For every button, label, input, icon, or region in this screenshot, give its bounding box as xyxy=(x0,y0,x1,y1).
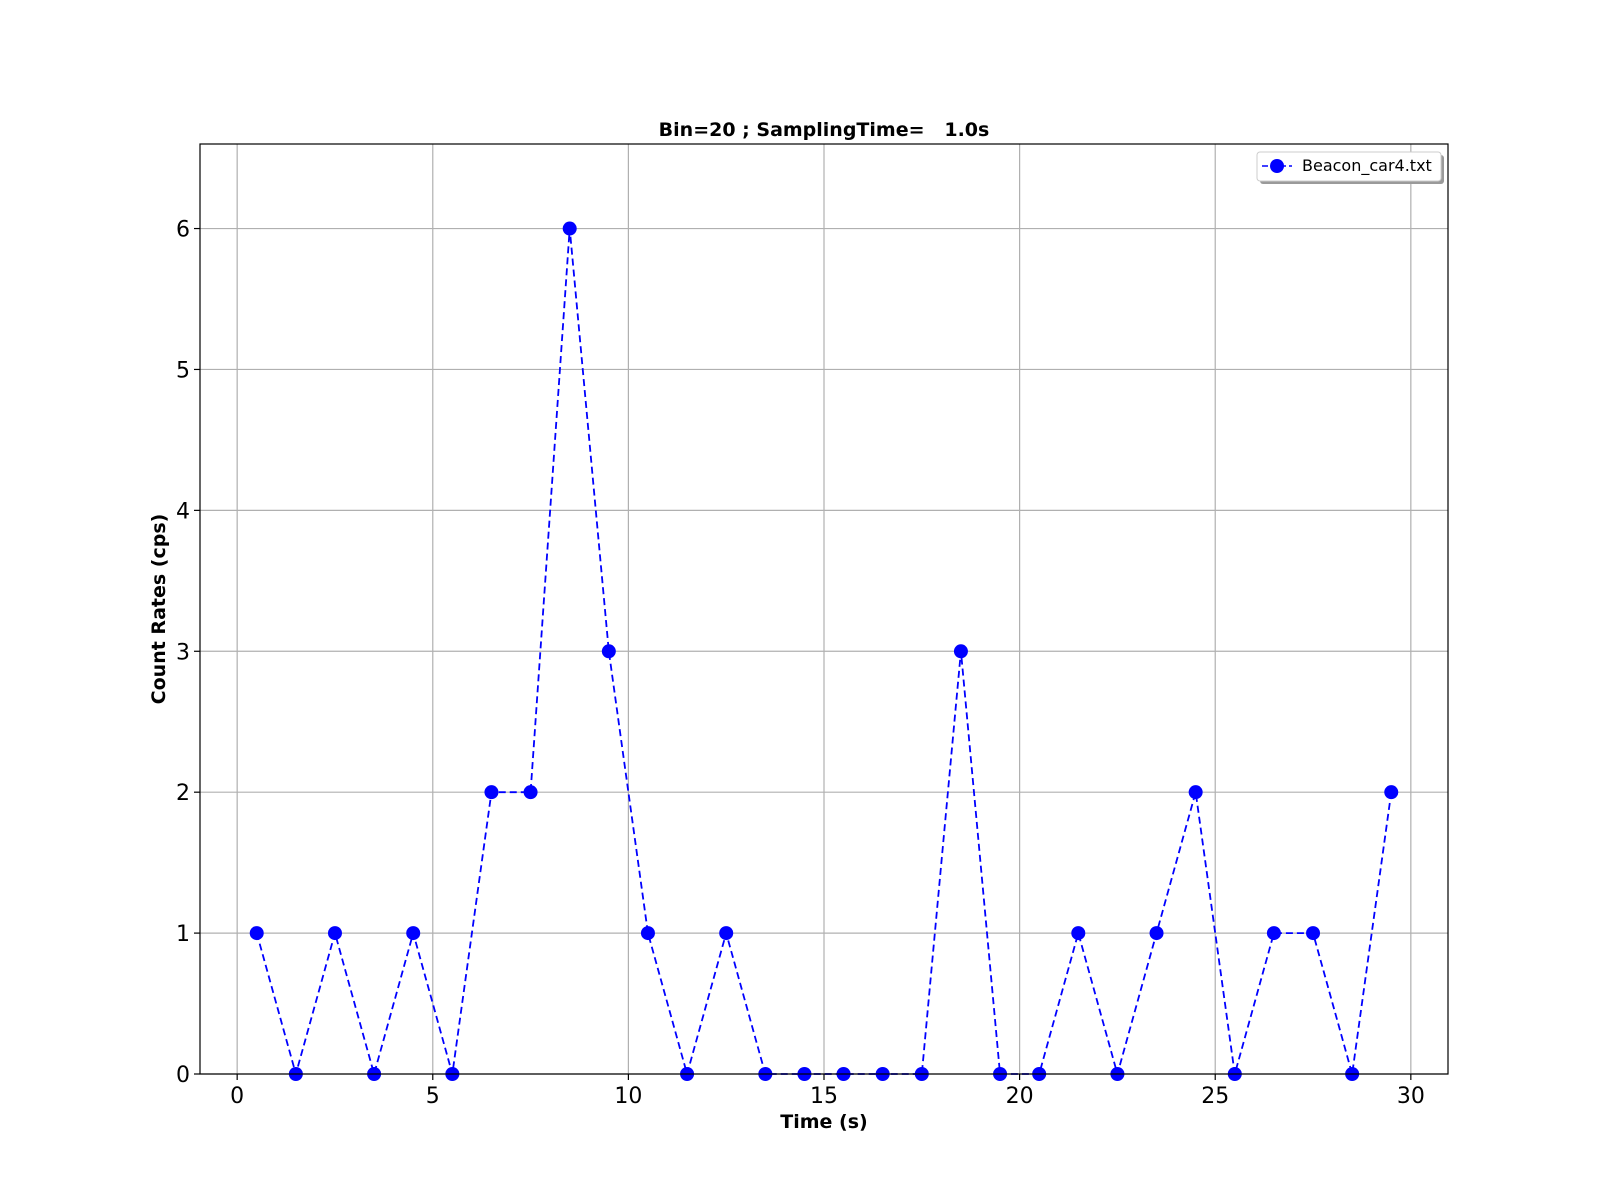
data-point xyxy=(484,785,499,800)
y-tick-label: 0 xyxy=(176,1063,190,1088)
data-point xyxy=(249,926,264,941)
x-tick-label: 15 xyxy=(810,1084,838,1109)
data-point xyxy=(640,926,655,941)
x-tick-label: 5 xyxy=(426,1084,440,1109)
y-tick-label: 1 xyxy=(176,922,190,947)
x-axis-label: Time (s) xyxy=(780,1111,867,1133)
data-point xyxy=(1306,926,1321,941)
legend-marker xyxy=(1270,159,1284,173)
ticks: 0 5 10 15 20 25 30 0 1 2 3 4 5 6 xyxy=(176,218,1425,1109)
data-point xyxy=(1188,785,1203,800)
data-point xyxy=(601,644,616,659)
x-tick-label: 30 xyxy=(1397,1084,1425,1109)
series-line xyxy=(255,228,1393,1078)
data-point xyxy=(406,926,421,941)
data-point xyxy=(523,785,538,800)
data-point xyxy=(1266,926,1281,941)
x-tick-label: 25 xyxy=(1201,1084,1229,1109)
legend-label: Beacon_car4.txt xyxy=(1302,156,1432,176)
data-point xyxy=(1149,926,1164,941)
data-point xyxy=(719,926,734,941)
data-point xyxy=(327,926,342,941)
y-tick-label: 5 xyxy=(176,358,190,383)
y-tick-label: 4 xyxy=(176,499,190,524)
legend-box xyxy=(1256,151,1442,182)
chart-title: Bin=20 ; SamplingTime= 1.0s xyxy=(659,119,990,141)
legend: Beacon_car4.txt xyxy=(1256,151,1444,184)
data-point xyxy=(953,644,968,659)
x-tick-label: 10 xyxy=(614,1084,642,1109)
data-point xyxy=(1071,926,1086,941)
data-point xyxy=(562,221,577,236)
x-tick-label: 20 xyxy=(1006,1084,1034,1109)
y-axis-label: Count Rates (cps) xyxy=(148,514,170,705)
y-tick-label: 2 xyxy=(176,781,190,806)
y-tick-label: 6 xyxy=(176,218,190,243)
x-tick-label: 0 xyxy=(230,1084,244,1109)
y-tick-label: 3 xyxy=(176,640,190,665)
data-point xyxy=(1384,785,1399,800)
